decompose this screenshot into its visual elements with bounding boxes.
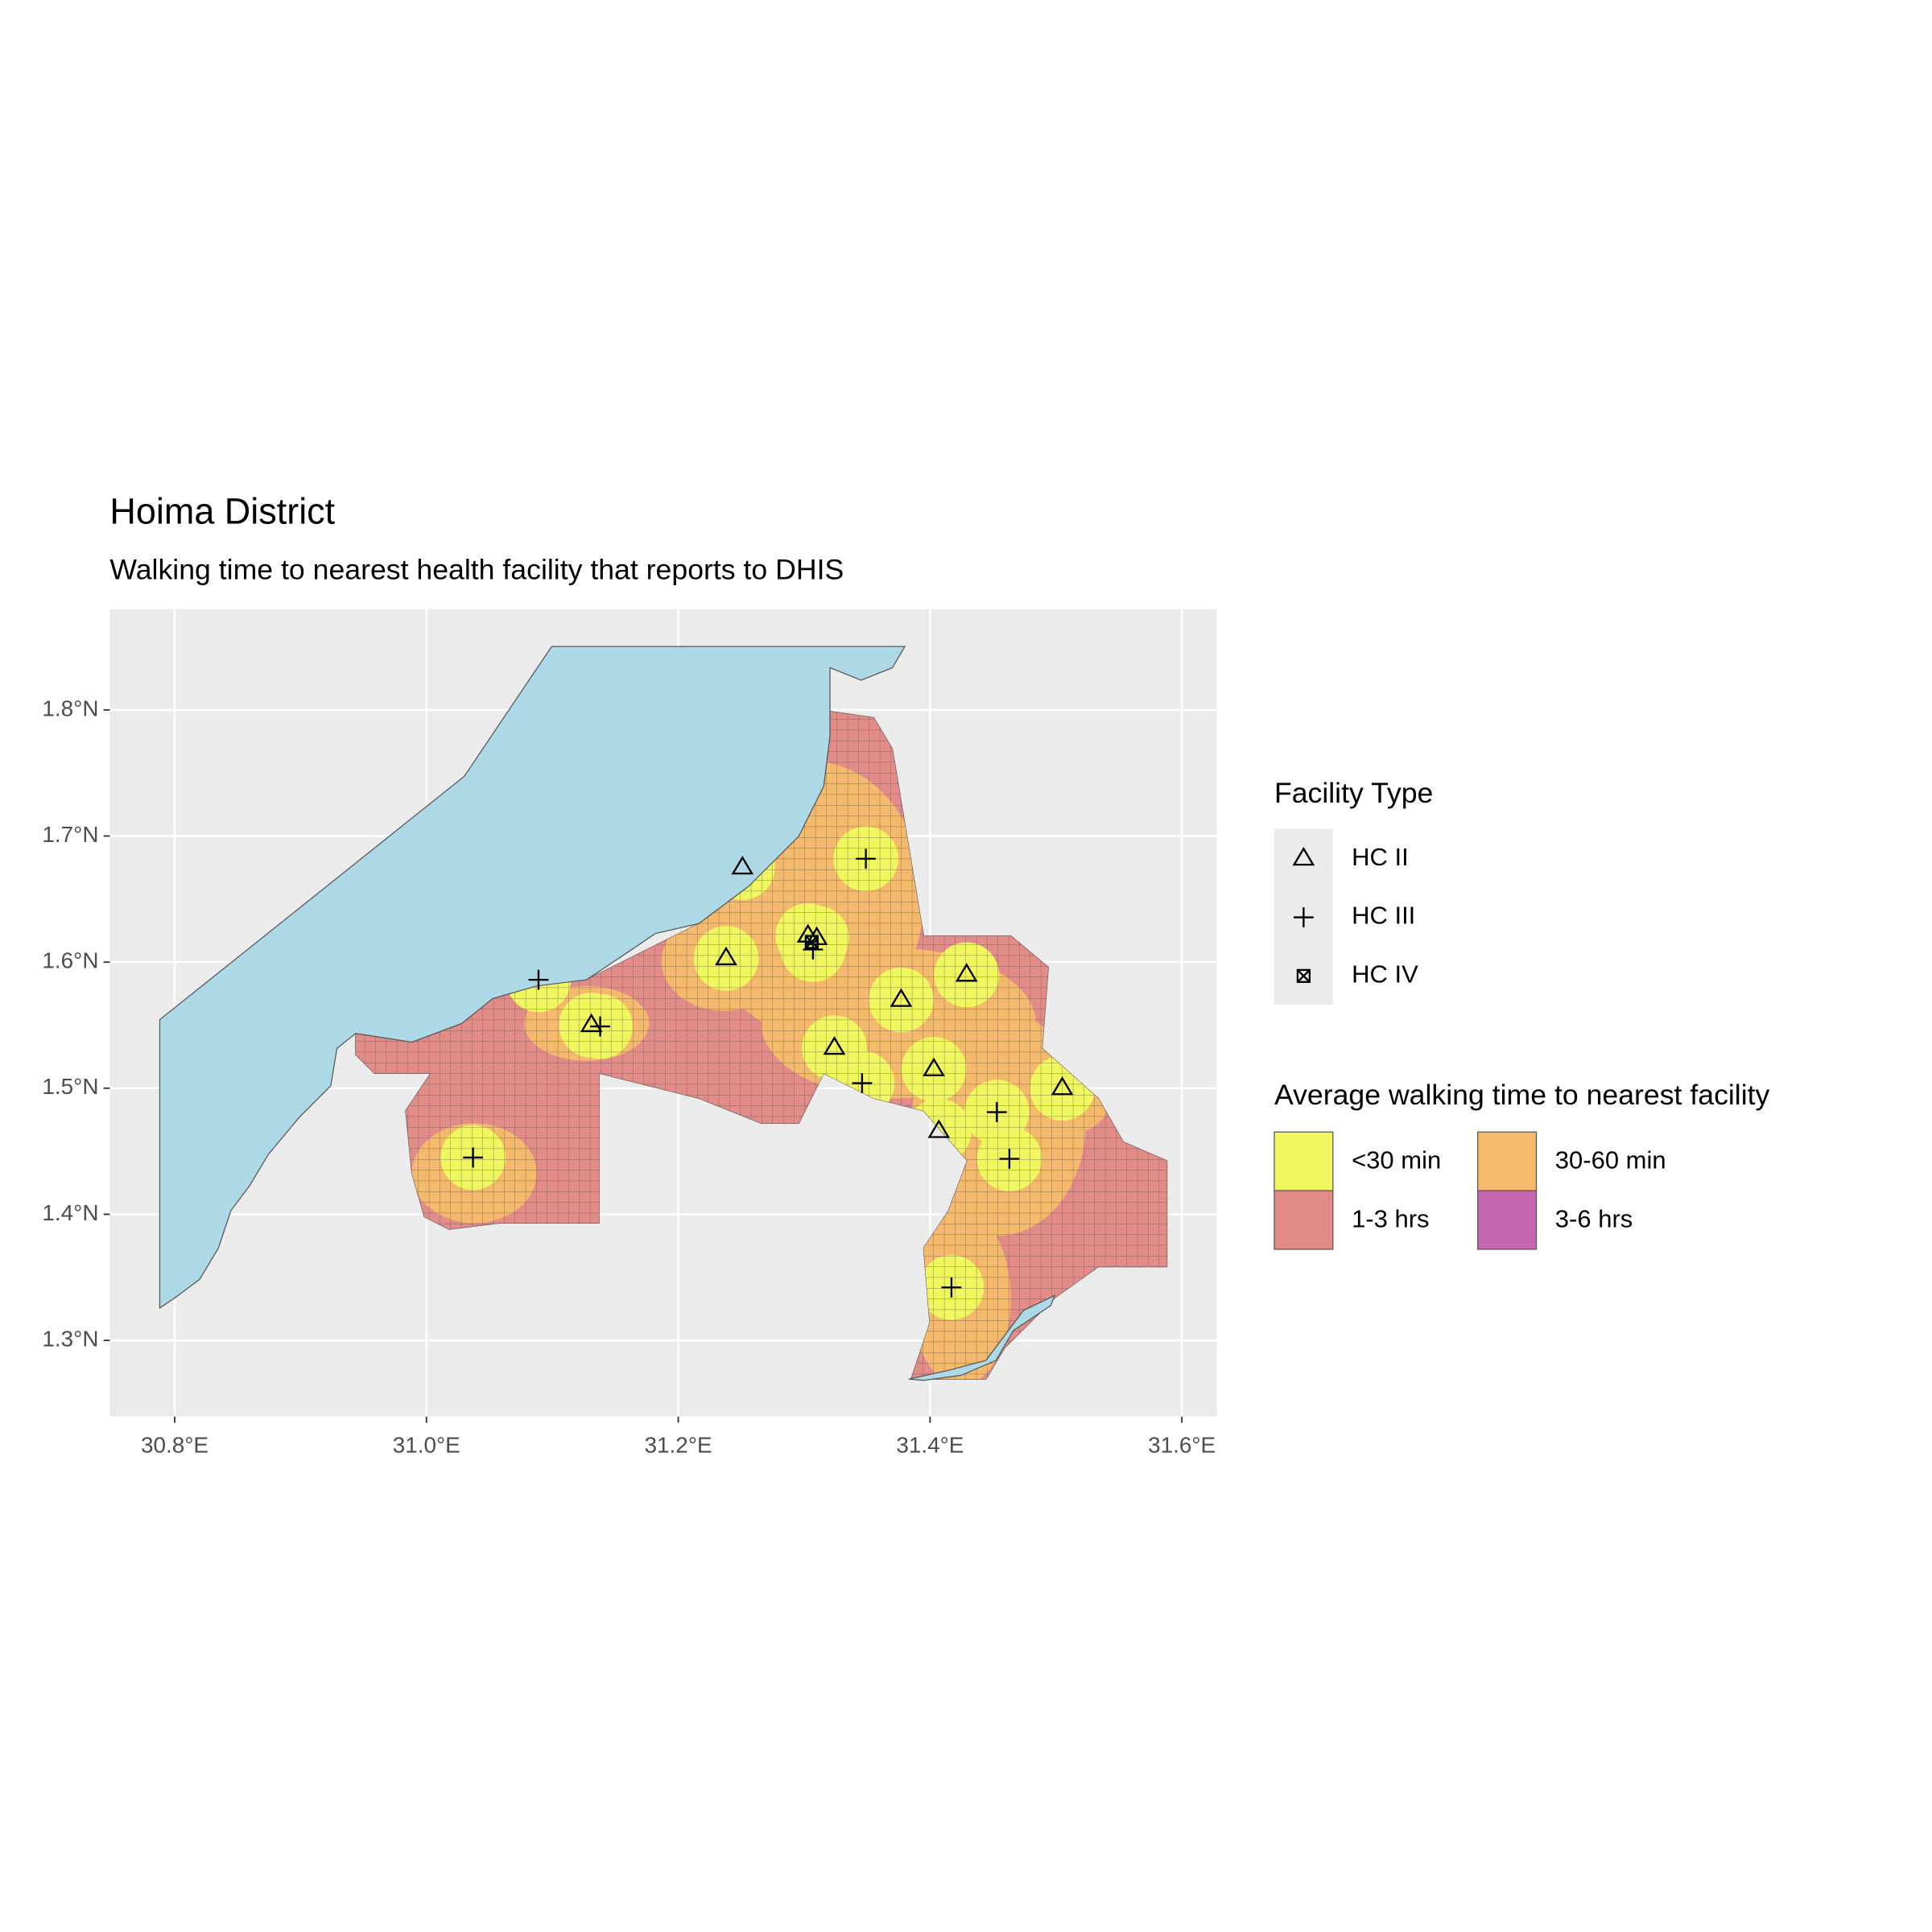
x-tick-label: 31.2°E <box>645 1432 712 1457</box>
y-tick-label: 1.5°N <box>42 1074 98 1099</box>
y-tick-label: 1.6°N <box>42 948 98 973</box>
fill-legend-label: 30-60 min <box>1555 1146 1666 1174</box>
facility-cross <box>999 1149 1020 1169</box>
fill-legend-label: 3-6 hrs <box>1555 1204 1633 1232</box>
y-tick-label: 1.7°N <box>42 822 98 847</box>
facility-cross <box>590 1016 611 1037</box>
lake-albert <box>159 646 906 1309</box>
chart-title: Hoima District <box>109 491 335 532</box>
fill-legend-key <box>1274 1131 1334 1191</box>
facility-triangle <box>731 856 754 875</box>
y-tick-label: 1.4°N <box>42 1200 98 1225</box>
facilities <box>463 848 1074 1298</box>
facility-triangle <box>927 1119 951 1138</box>
fill-legend-label: <30 min <box>1352 1146 1441 1174</box>
x-tick-label: 30.8°E <box>141 1432 208 1457</box>
facility-triangle <box>955 963 978 982</box>
legend-label: HC II <box>1352 843 1409 871</box>
facility-triangle <box>580 1013 603 1033</box>
facility-cross <box>528 969 549 990</box>
legend-label: HC IV <box>1352 960 1418 989</box>
legend-symbol <box>1296 968 1311 984</box>
chart-subtitle: Walking time to nearest health facility … <box>109 553 844 585</box>
facility-cross <box>986 1102 1007 1122</box>
facility-cross <box>463 1147 484 1168</box>
facility-triangle <box>715 946 737 966</box>
x-tick-label: 31.4°E <box>896 1432 964 1457</box>
facility-cross <box>941 1277 962 1298</box>
facility-cross <box>856 848 876 869</box>
fill-legend-key <box>1477 1131 1538 1191</box>
facility-cross <box>852 1073 873 1093</box>
legend-symbol <box>1293 907 1314 927</box>
facility-triangle <box>823 1036 846 1055</box>
river <box>908 1294 1056 1381</box>
fill-legend-key <box>1274 1190 1334 1250</box>
facility-boxx <box>804 935 819 949</box>
facility-triangle <box>923 1057 945 1076</box>
legend-title: Facility Type <box>1274 777 1433 809</box>
x-tick-label: 31.6°E <box>1148 1432 1216 1457</box>
y-tick-label: 1.8°N <box>42 696 98 720</box>
facility-triangle <box>890 988 913 1007</box>
legend-label: HC III <box>1352 902 1415 930</box>
legend-symbol <box>1292 846 1315 866</box>
y-tick-label: 1.3°N <box>42 1326 98 1351</box>
fill-legend-key <box>1477 1190 1538 1250</box>
facility-triangle <box>1051 1076 1074 1096</box>
x-tick-label: 31.0°E <box>393 1432 460 1457</box>
fill-legend-title: Average walking time to nearest facility <box>1274 1079 1770 1111</box>
fill-legend-label: 1-3 hrs <box>1352 1204 1429 1232</box>
